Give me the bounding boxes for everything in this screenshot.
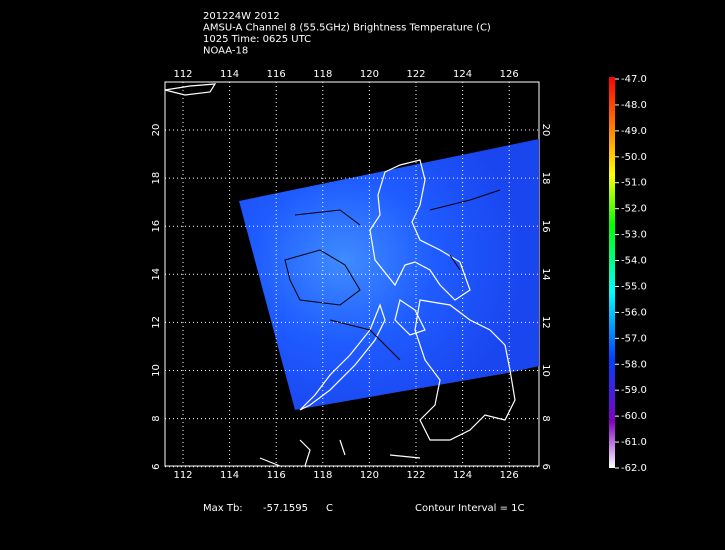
lat-label-left: 20	[151, 124, 162, 137]
colorbar-label: -50.0	[621, 152, 647, 163]
contours	[284, 189, 501, 361]
lat-label-right: 10	[540, 364, 551, 377]
colorbar-label: -54.0	[621, 256, 647, 267]
lon-label-bottom: 124	[453, 470, 472, 481]
lon-label-top: 122	[406, 69, 425, 80]
lat-label-left: 16	[151, 220, 162, 233]
lat-label-left: 14	[151, 268, 162, 281]
lon-label-top: 126	[500, 69, 519, 80]
colorbar	[609, 77, 615, 468]
header-line: 1025 Time: 0625 UTC	[203, 34, 311, 45]
max-unit: C	[326, 503, 333, 514]
lat-label-left: 12	[151, 316, 162, 329]
colorbar-label: -48.0	[621, 100, 647, 111]
lon-label-bottom: 114	[220, 470, 239, 481]
lon-label-bottom: 118	[313, 470, 332, 481]
colorbar-label: -60.0	[621, 411, 647, 422]
lon-label-top: 120	[360, 69, 379, 80]
lat-label-right: 20	[540, 124, 551, 137]
lat-label-right: 16	[540, 220, 551, 233]
header-line: 201224W 2012	[203, 11, 280, 22]
lat-label-left: 10	[151, 364, 162, 377]
colorbar-label: -61.0	[621, 437, 647, 448]
colorbar-label: -58.0	[621, 359, 647, 370]
colorbar-label: -51.0	[621, 178, 647, 189]
lon-label-bottom: 120	[360, 470, 379, 481]
colorbar-label: -47.0	[621, 74, 647, 85]
lon-label-bottom: 116	[267, 470, 286, 481]
colorbar-label: -59.0	[621, 385, 647, 396]
lat-label-right: 6	[540, 464, 551, 470]
axis-labels: 112 112 114 114 116 116 118 118 120 120 122 122 124 1…	[151, 69, 551, 481]
colorbar-label: -55.0	[621, 281, 647, 292]
lat-label-right: 14	[540, 268, 551, 281]
lon-label-top: 118	[313, 69, 332, 80]
max-value: -57.1595	[263, 503, 308, 514]
grid	[165, 82, 539, 468]
lon-label-top: 112	[173, 69, 192, 80]
header-line: NOAA-18	[203, 46, 248, 57]
lat-label-right: 8	[540, 415, 551, 421]
lat-label-right: 12	[540, 316, 551, 329]
colorbar-label: -52.0	[621, 204, 647, 215]
colorbar-label: -62.0	[621, 463, 647, 474]
lon-label-bottom: 126	[500, 470, 519, 481]
colorbar-label: -56.0	[621, 307, 647, 318]
colorbar-labels: -47.0 -48.0 -49.0 -50.0 -51.0 -52.0 -53.0 -54.0…	[615, 74, 647, 474]
colorbar-label: -53.0	[621, 230, 647, 241]
header-line: AMSU-A Channel 8 (55.5GHz) Brightness Te…	[203, 23, 491, 34]
lon-label-bottom: 112	[173, 470, 192, 481]
lon-label-top: 124	[453, 69, 472, 80]
max-label: Max Tb:	[203, 503, 243, 514]
contour-interval: Contour Interval = 1C	[415, 503, 525, 514]
colorbar-label: -49.0	[621, 126, 647, 137]
colorbar-label: -57.0	[621, 333, 647, 344]
lon-label-bottom: 122	[406, 470, 425, 481]
lat-label-left: 6	[151, 464, 162, 470]
lat-label-right: 18	[540, 172, 551, 185]
lat-label-left: 18	[151, 172, 162, 185]
lat-label-left: 8	[151, 415, 162, 421]
lon-label-top: 114	[220, 69, 239, 80]
lon-label-top: 116	[267, 69, 286, 80]
